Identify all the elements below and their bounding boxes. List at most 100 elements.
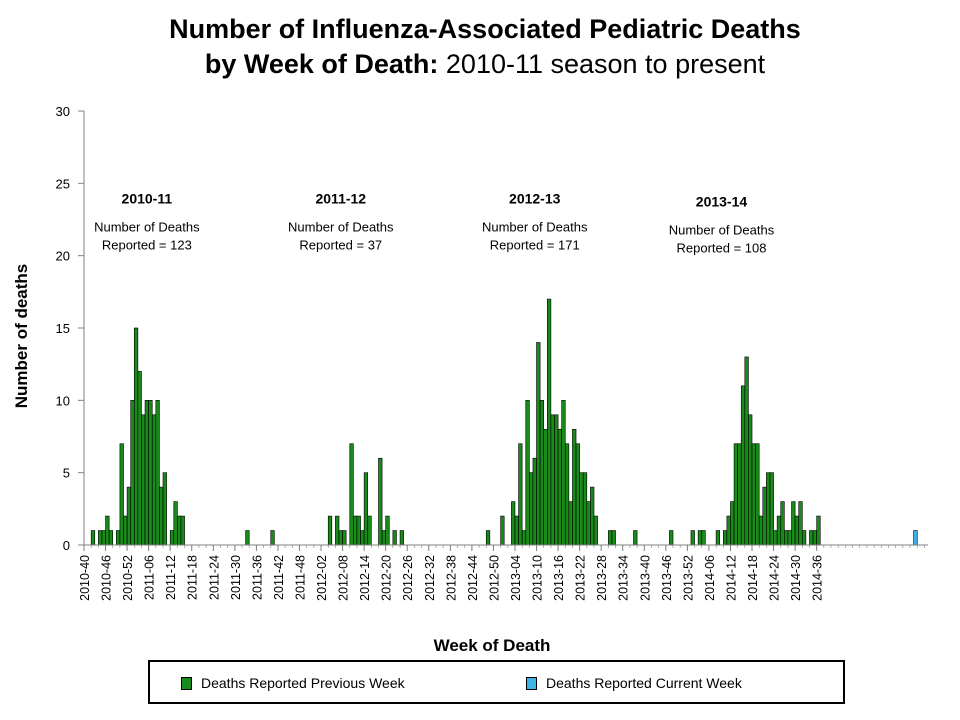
x-tick-label: 2012-50	[487, 555, 501, 601]
bar-previous-week	[543, 428, 548, 546]
x-axis-title: Week of Death	[434, 636, 551, 655]
bar-previous-week	[579, 472, 584, 546]
chart-title-line1: Number of Influenza-Associated Pediatric…	[169, 14, 801, 44]
bar-previous-week	[755, 443, 760, 546]
legend-label-previous: Deaths Reported Previous Week	[201, 675, 405, 691]
x-tick-label: 2011-30	[229, 555, 243, 600]
bar-previous-week	[740, 385, 746, 546]
bar-current-week	[913, 530, 918, 546]
bar-previous-week	[385, 515, 390, 546]
bar-previous-week	[733, 443, 738, 546]
x-tick-label: 2013-28	[595, 555, 609, 601]
x-tick-label: 2013-04	[509, 555, 523, 601]
bar-previous-week	[169, 530, 175, 546]
bar-previous-week	[784, 530, 789, 546]
bar-previous-week	[798, 501, 803, 546]
bar-previous-week	[690, 530, 695, 546]
bar-previous-week	[762, 486, 767, 546]
bar-previous-week	[751, 443, 756, 546]
bar-previous-week	[338, 530, 343, 546]
x-tick-label: 2010-46	[100, 555, 114, 601]
bar-previous-week	[518, 443, 523, 546]
bar-previous-week	[485, 530, 491, 546]
bar-previous-week	[539, 400, 545, 546]
bar-previous-week	[360, 530, 365, 546]
bar-previous-week	[108, 530, 114, 546]
y-tick-label: 10	[56, 393, 70, 408]
bar-previous-week	[582, 472, 588, 546]
season-deaths-label: Number of Deaths	[288, 220, 394, 235]
season-deaths-count: Reported = 108	[676, 240, 766, 255]
season-deaths-label: Number of Deaths	[482, 220, 588, 235]
bar-previous-week	[148, 400, 153, 546]
bar-previous-week	[611, 530, 616, 546]
legend-item-current: Deaths Reported Current Week	[526, 675, 742, 691]
x-tick-label: 2012-08	[337, 555, 351, 601]
x-tick-label: 2010-52	[121, 555, 135, 601]
bar-previous-week	[564, 443, 570, 546]
y-tick-label: 0	[63, 538, 70, 553]
x-tick-label: 2011-24	[207, 555, 221, 600]
bar-previous-week	[180, 515, 185, 546]
bar-previous-week	[349, 443, 354, 546]
x-tick-label: 2012-20	[380, 555, 394, 601]
x-tick-label: 2013-10	[531, 555, 545, 601]
season-deaths-count: Reported = 37	[299, 238, 382, 253]
bar-previous-week	[399, 530, 404, 546]
x-tick-label: 2012-32	[423, 555, 437, 601]
bar-previous-week	[608, 530, 613, 546]
bar-previous-week	[98, 530, 103, 546]
bar-previous-week	[392, 530, 397, 546]
x-tick-label: 2013-34	[617, 555, 631, 601]
bar-previous-week	[521, 530, 527, 546]
bar-chart: 0 5 10 15 20 25 30 Number of deaths 2010-40 2010-…	[12, 104, 928, 655]
bar-previous-week	[151, 414, 157, 546]
bar-previous-week	[787, 530, 792, 546]
bar-previous-week	[514, 515, 519, 546]
bar-previous-week	[101, 530, 106, 546]
season-deaths-label: Number of Deaths	[94, 220, 200, 235]
x-tick-label: 2013-40	[638, 555, 652, 601]
bar-previous-week	[529, 472, 534, 546]
bar-previous-week	[90, 530, 96, 546]
bar-previous-week	[511, 501, 516, 546]
bar-previous-week	[669, 530, 674, 546]
season-deaths-label: Number of Deaths	[669, 222, 775, 237]
bar-previous-week	[126, 486, 131, 546]
x-tick-label: 2011-42	[272, 555, 286, 600]
bar-previous-week	[550, 414, 555, 546]
season-label: 2011-12	[315, 191, 366, 207]
y-tick-label: 25	[56, 176, 70, 191]
x-tick-label: 2013-46	[660, 555, 674, 601]
bar-previous-week	[816, 515, 821, 546]
bar-previous-week	[525, 400, 530, 546]
season-deaths-count: Reported = 123	[102, 238, 192, 253]
season-label: 2012-13	[509, 191, 561, 207]
bar-previous-week	[137, 371, 142, 546]
bar-previous-week	[367, 515, 372, 546]
bar-previous-week	[245, 530, 250, 546]
bar-previous-week	[758, 515, 764, 546]
bar-previous-week	[105, 515, 110, 546]
x-tick-label: 2012-44	[466, 555, 480, 601]
y-axis-title: Number of deaths	[12, 264, 31, 409]
x-tick-label: 2013-16	[552, 555, 566, 601]
x-tick-label: 2013-52	[681, 555, 695, 601]
bar-previous-week	[327, 515, 333, 546]
bar-previous-week	[590, 486, 595, 546]
bar-previous-week	[173, 501, 178, 546]
bar-previous-week	[130, 400, 135, 546]
bar-previous-week	[554, 414, 559, 546]
x-tick-label: 2013-22	[574, 555, 588, 601]
x-tick-label: 2014-24	[768, 555, 782, 601]
bar-previous-week	[809, 530, 814, 546]
bar-previous-week	[791, 501, 796, 546]
bar-previous-week	[353, 515, 358, 546]
bar-previous-week	[363, 472, 369, 546]
bar-previous-week	[593, 515, 598, 546]
x-tick-label: 2014-30	[789, 555, 803, 601]
bar-previous-week	[123, 515, 128, 546]
x-tick-label: 2011-12	[164, 555, 178, 600]
chart-title: Number of Influenza-Associated Pediatric…	[0, 12, 960, 82]
bar-previous-week	[116, 530, 121, 546]
